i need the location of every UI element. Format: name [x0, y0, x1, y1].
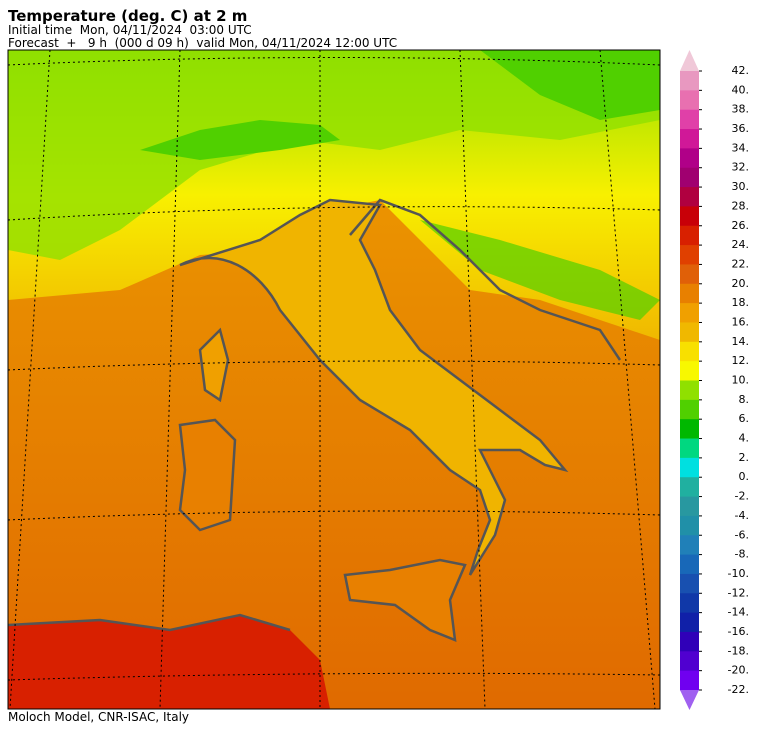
colorbar-label: 40.	[732, 83, 750, 96]
colorbar-label: 24.	[732, 238, 750, 251]
colorbar-swatch	[680, 129, 699, 149]
colorbar-label: -6.	[735, 528, 749, 541]
colorbar-label: -22.	[728, 683, 749, 696]
colorbar-label: -12.	[728, 586, 749, 599]
colorbar-label: 12.	[732, 354, 750, 367]
colorbar-label: 16.	[732, 315, 750, 328]
colorbar-swatch	[680, 90, 699, 111]
colorbar-swatch	[680, 477, 699, 498]
colorbar-label: -14.	[728, 606, 749, 619]
colorbar-label: -10.	[728, 567, 749, 580]
colorbar-label: 22.	[732, 257, 750, 270]
title: Temperature (deg. C) at 2 m	[8, 7, 248, 25]
colorbar-label: 38.	[732, 103, 750, 116]
colorbar-swatch	[680, 71, 699, 91]
colorbar-swatch	[680, 631, 699, 652]
colorbar-swatch	[680, 341, 699, 362]
colorbar-end	[680, 50, 699, 71]
colorbar-swatch	[680, 245, 699, 265]
colorbar-label: -20.	[728, 664, 749, 677]
colorbar-label: 20.	[732, 277, 750, 290]
colorbar-swatch	[680, 187, 699, 207]
colorbar-swatch	[680, 206, 699, 227]
colorbar-swatch	[680, 167, 699, 188]
colorbar-end	[680, 690, 699, 710]
colorbar-swatch	[680, 457, 699, 478]
colorbar-swatch	[680, 322, 699, 343]
colorbar-swatch	[680, 573, 699, 594]
colorbar-swatch	[680, 399, 699, 420]
colorbar-label: 32.	[732, 161, 750, 174]
colorbar: 42. 40. 38. 36. 34. 32. 30. 28. 26. 24. 22. 20. 18. 1…	[680, 50, 749, 710]
colorbar-swatch	[680, 419, 699, 440]
colorbar-label: 28.	[732, 199, 750, 212]
colorbar-label: 26.	[732, 219, 750, 232]
colorbar-swatch	[680, 380, 699, 401]
colorbar-swatch	[680, 612, 699, 633]
colorbar-label: -2.	[735, 490, 749, 503]
colorbar-label: 8.	[739, 393, 750, 406]
map	[8, 50, 660, 709]
colorbar-swatch	[680, 554, 699, 575]
colorbar-label: -8.	[735, 548, 749, 561]
colorbar-swatch	[680, 438, 699, 459]
map-frame	[7, 49, 661, 710]
colorbar-swatch	[680, 109, 699, 130]
colorbar-label: 36.	[732, 122, 750, 135]
colorbar-label: -18.	[728, 644, 749, 657]
colorbar-label: -4.	[735, 509, 749, 522]
colorbar-swatch	[680, 148, 699, 169]
colorbar-label: 30.	[732, 180, 750, 193]
colorbar-swatch	[680, 670, 699, 691]
colorbar-swatch	[680, 361, 699, 381]
colorbar-swatch	[680, 651, 699, 672]
colorbar-label: 2.	[739, 451, 750, 464]
colorbar-label: 4.	[739, 432, 750, 445]
colorbar-label: 18.	[732, 296, 750, 309]
colorbar-swatch	[680, 496, 699, 517]
colorbar-swatch	[680, 515, 699, 536]
colorbar-swatch	[680, 264, 699, 285]
colorbar-swatch	[680, 303, 699, 323]
colorbar-swatch	[680, 593, 699, 614]
colorbar-label: 34.	[732, 141, 750, 154]
colorbar-swatch	[680, 535, 699, 556]
initial-time: Initial time Mon, 04/11/2024 03:00 UTC	[8, 23, 252, 37]
colorbar-label: -16.	[728, 625, 749, 638]
colorbar-label: 14.	[732, 335, 750, 348]
colorbar-label: 42.	[732, 64, 750, 77]
colorbar-label: 6.	[739, 412, 750, 425]
colorbar-label: 10.	[732, 374, 750, 387]
forecast-time: Forecast + 9 h (000 d 09 h) valid Mon, 0…	[8, 36, 398, 50]
credit: Moloch Model, CNR-ISAC, Italy	[8, 710, 190, 724]
colorbar-label: 0.	[739, 470, 750, 483]
colorbar-swatch	[680, 283, 699, 304]
colorbar-swatch	[680, 225, 699, 246]
